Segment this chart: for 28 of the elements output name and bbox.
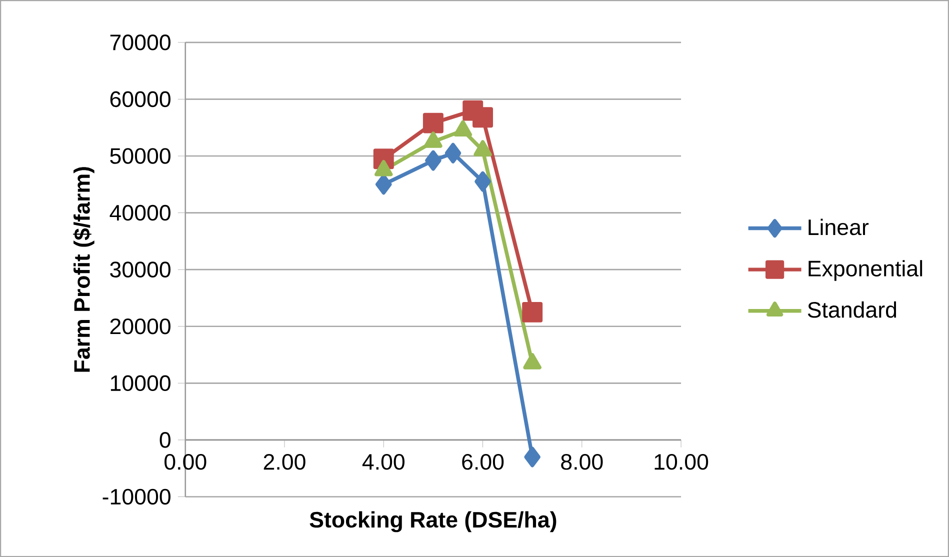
y-tick-label: -10000 bbox=[102, 488, 170, 505]
y-tick-label: 70000 bbox=[110, 34, 170, 50]
point bbox=[422, 112, 444, 134]
legend-label: Exponential bbox=[808, 260, 922, 281]
point bbox=[474, 171, 491, 192]
point bbox=[444, 142, 462, 164]
point bbox=[425, 150, 442, 171]
point bbox=[524, 446, 540, 468]
point bbox=[522, 302, 543, 322]
y-axis-title: Farm Profit ($/farm) bbox=[73, 167, 94, 372]
x-tick-label: 8.00 bbox=[561, 454, 603, 470]
point bbox=[375, 174, 392, 195]
x-tick-label: 6.00 bbox=[462, 454, 504, 470]
y-tick-label: 60000 bbox=[110, 91, 170, 108]
x-tick-label: 4.00 bbox=[362, 454, 404, 470]
x-tick-label: 10.00 bbox=[654, 454, 708, 470]
x-axis-title: Stocking Rate (DSE/ha) bbox=[310, 511, 556, 532]
legend-label: Standard bbox=[808, 301, 896, 318]
y-tick-label: 10000 bbox=[110, 375, 170, 391]
point bbox=[472, 107, 493, 128]
legend-label: Linear bbox=[808, 218, 869, 236]
x-tick-label: 0.00 bbox=[164, 454, 206, 470]
y-tick-label: 50000 bbox=[110, 148, 170, 164]
y-tick-label: 0 bbox=[160, 432, 170, 448]
y-tick-label: 40000 bbox=[110, 204, 170, 221]
y-tick-label: 30000 bbox=[110, 262, 170, 278]
y-tick-label: 20000 bbox=[110, 318, 170, 334]
x-tick-label: 2.00 bbox=[264, 454, 306, 470]
